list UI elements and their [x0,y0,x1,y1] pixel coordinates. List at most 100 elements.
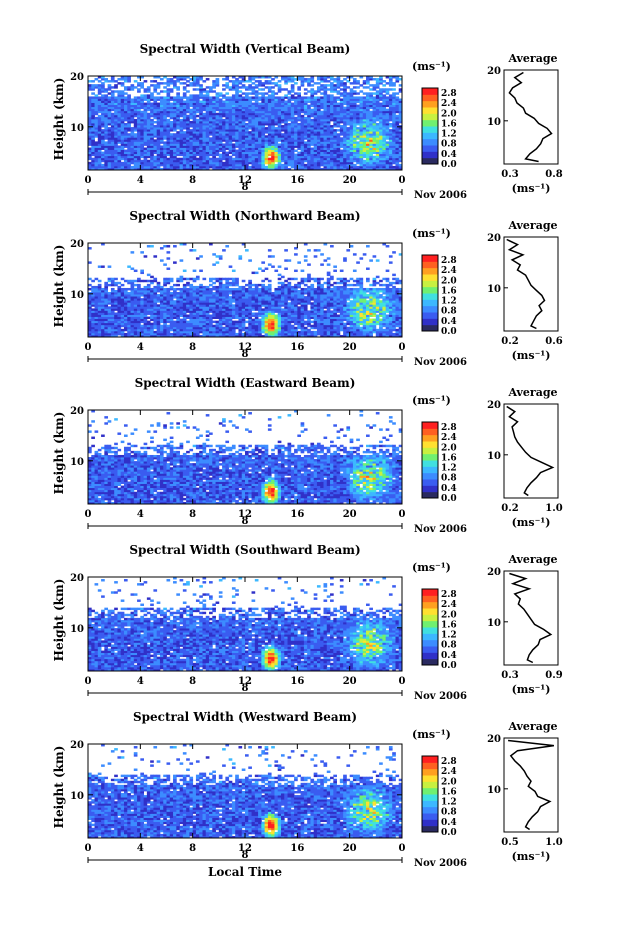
colorbar: (ms⁻¹) 0.00.40.81.21.62.02.42.8 [412,561,457,671]
y-tick-label: 20 [70,406,84,417]
colorbar-tick-label: 2.0 [441,777,457,787]
average-profile: Average 20 10 0.5 1.0 (ms⁻¹) [487,720,563,863]
avg-x-tick-label: 1.0 [545,837,562,848]
x-tick-label: 16 [290,509,304,520]
avg-y-tick-label: 20 [487,400,501,411]
x-tick-label: 12 [238,676,252,687]
x-tick-label: 20 [343,175,357,186]
x-tick-label: 0 [85,175,92,186]
colorbar-tick-label: 0.8 [441,808,457,818]
avg-y-tick-label: 10 [487,618,501,629]
x-tick-label: 20 [343,676,357,687]
day-label: 8 [242,683,249,694]
colorbar-tick-label: 1.2 [441,798,457,808]
x-tick-label: 8 [189,676,196,687]
avg-x-tick-label: 0.3 [501,169,518,180]
y-tick-label: 20 [70,573,84,584]
colorbar-tick-label: 0.0 [441,494,457,504]
date-label: Nov 2006 [414,190,467,201]
colorbar: (ms⁻¹) 0.00.40.81.21.62.02.42.8 [412,60,457,170]
x-tick-label: 12 [238,175,252,186]
colorbar-tick-label: 1.6 [441,453,457,463]
panel-title: Spectral Width (Eastward Beam) [134,376,356,390]
avg-y-tick-label: 20 [487,233,501,244]
x-tick-label: 16 [290,342,304,353]
day-label: 8 [242,182,249,193]
avg-x-tick-label: 0.5 [501,837,518,848]
colorbar-tick-label: 1.2 [441,297,457,307]
x-tick-label: 0 [399,509,406,520]
avg-x-tick-label: 0.6 [545,336,562,347]
colorbar-tick-label: 2.0 [441,109,457,119]
colorbar-tick-label: 0.8 [441,140,457,150]
colorbar-tick-label: 0.0 [441,661,457,671]
heatmap-cells [88,243,403,338]
average-title: Average [507,219,557,232]
x-tick-label: 0 [85,509,92,520]
colorbar-tick-label: 0.8 [441,307,457,317]
avg-x-tick-label: 0.2 [501,336,518,347]
colorbar-tick-label: 1.2 [441,130,457,140]
colorbar: (ms⁻¹) 0.00.40.81.21.62.02.42.8 [412,728,457,838]
y-tick-label: 20 [70,72,84,83]
colorbar-unit: (ms⁻¹) [412,561,451,574]
x-tick-label: 4 [137,509,144,520]
day-label: 8 [242,850,249,861]
colorbar-unit: (ms⁻¹) [412,394,451,407]
avg-y-tick-label: 10 [487,451,501,462]
panel-title: Spectral Width (Vertical Beam) [139,42,351,56]
avg-unit-label: (ms⁻¹) [512,850,551,863]
x-tick-label: 4 [137,676,144,687]
x-tick-label: 4 [137,175,144,186]
panel-title: Spectral Width (Westward Beam) [132,710,358,724]
date-label: Nov 2006 [414,858,467,869]
colorbar-tick-label: 0.4 [441,150,457,160]
colorbar-tick-label: 1.2 [441,631,457,641]
x-tick-label: 4 [137,342,144,353]
colorbar-tick-label: 2.4 [441,266,457,276]
average-profile: Average 20 10 0.2 1.0 (ms⁻¹) [487,386,563,529]
avg-unit-label: (ms⁻¹) [512,683,551,696]
colorbar-tick-label: 2.4 [441,600,457,610]
x-tick-label: 0 [399,175,406,186]
average-profile: Average 20 10 0.3 0.9 (ms⁻¹) [487,553,563,696]
colorbar-tick-label: 2.4 [441,433,457,443]
x-tick-label: 20 [343,342,357,353]
x-tick-label: 16 [290,843,304,854]
x-tick-label: 0 [85,843,92,854]
y-tick-label: 10 [70,624,84,635]
beam-panel: Spectral Width (Westward Beam) Height (km… [0,710,623,876]
colorbar-tick-label: 0.8 [441,641,457,651]
avg-x-tick-label: 0.3 [501,670,518,681]
avg-y-tick-label: 20 [487,66,501,77]
colorbar-unit: (ms⁻¹) [412,728,451,741]
day-label: 8 [242,349,249,360]
x-tick-label: 0 [399,676,406,687]
colorbar-tick-label: 2.8 [441,423,457,433]
avg-y-tick-label: 10 [487,284,501,295]
average-title: Average [507,386,557,399]
average-line [506,238,546,330]
avg-x-tick-label: 1.0 [545,503,562,514]
average-line [509,572,553,664]
colorbar-tick-label: 2.4 [441,767,457,777]
x-tick-label: 8 [189,843,196,854]
x-tick-label: 8 [189,175,196,186]
colorbar-tick-label: 1.2 [441,464,457,474]
average-profile: Average 20 10 0.2 0.6 (ms⁻¹) [487,219,563,362]
average-line [506,405,555,497]
avg-y-tick-label: 20 [487,567,501,578]
heatmap-cells [88,744,403,839]
x-tick-label: 20 [343,843,357,854]
heatmap-cells [88,410,403,505]
day-label: 8 [242,516,249,527]
beam-panel: Spectral Width (Southward Beam) Height (k… [0,543,623,709]
x-tick-label: 0 [85,342,92,353]
beam-panel: Spectral Width (Northward Beam) Height (k… [0,209,623,375]
x-tick-label: 0 [399,843,406,854]
date-label: Nov 2006 [414,357,467,368]
colorbar-tick-label: 2.8 [441,590,457,600]
